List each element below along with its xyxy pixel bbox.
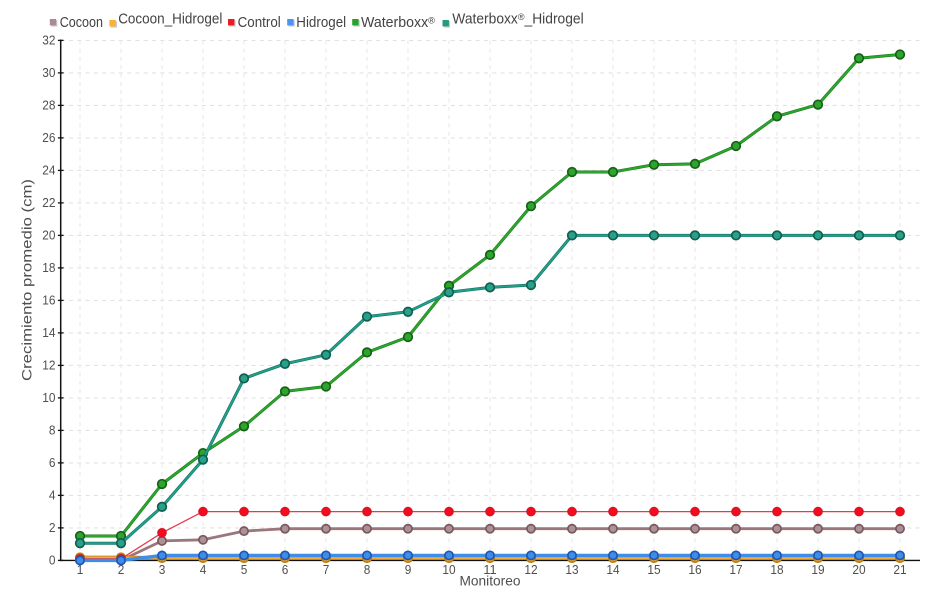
- svg-text:10: 10: [42, 390, 55, 405]
- svg-text:21: 21: [893, 562, 906, 577]
- svg-text:26: 26: [42, 130, 55, 145]
- svg-text:5: 5: [241, 562, 248, 577]
- svg-text:32: 32: [42, 33, 55, 48]
- svg-text:Control: Control: [238, 15, 281, 31]
- svg-text:4: 4: [200, 562, 207, 577]
- svg-text:24: 24: [42, 163, 55, 178]
- svg-text:15: 15: [647, 562, 660, 577]
- svg-text:16: 16: [688, 562, 701, 577]
- svg-text:Hidrogel: Hidrogel: [296, 15, 346, 31]
- svg-text:20: 20: [852, 562, 865, 577]
- svg-text:12: 12: [42, 358, 55, 373]
- svg-text:16: 16: [42, 293, 55, 308]
- svg-text:28: 28: [42, 98, 55, 113]
- svg-text:18: 18: [770, 562, 783, 577]
- svg-text:9: 9: [405, 562, 412, 577]
- svg-text:1: 1: [77, 562, 84, 577]
- svg-text:19: 19: [811, 562, 824, 577]
- svg-text:20: 20: [42, 228, 55, 243]
- svg-text:2: 2: [118, 562, 125, 577]
- svg-text:6: 6: [49, 455, 56, 470]
- svg-text:18: 18: [42, 260, 55, 275]
- svg-text:Cocoon: Cocoon: [60, 15, 103, 31]
- svg-text:Cocoon_Hidrogel: Cocoon_Hidrogel: [118, 12, 222, 28]
- svg-text:8: 8: [49, 423, 56, 438]
- svg-text:11: 11: [483, 562, 496, 577]
- svg-text:17: 17: [729, 562, 742, 577]
- svg-text:0: 0: [49, 553, 56, 568]
- svg-text:13: 13: [565, 562, 578, 577]
- svg-text:22: 22: [42, 195, 55, 210]
- svg-text:Crecimiento promedio (cm): Crecimiento promedio (cm): [19, 179, 35, 381]
- svg-text:10: 10: [442, 562, 455, 577]
- svg-text:14: 14: [42, 325, 55, 340]
- svg-text:6: 6: [282, 562, 289, 577]
- svg-text:8: 8: [364, 562, 371, 577]
- svg-text:Monitoreo: Monitoreo: [460, 573, 521, 589]
- svg-text:2: 2: [49, 520, 56, 535]
- svg-text:3: 3: [159, 562, 166, 577]
- svg-text:7: 7: [323, 562, 330, 577]
- svg-text:12: 12: [524, 562, 537, 577]
- svg-text:Waterboxx®_Hidrogel: Waterboxx®_Hidrogel: [452, 12, 583, 28]
- svg-text:30: 30: [42, 65, 55, 80]
- svg-text:14: 14: [606, 562, 619, 577]
- svg-text:4: 4: [49, 488, 56, 503]
- svg-text:Waterboxx®: Waterboxx®: [361, 15, 435, 31]
